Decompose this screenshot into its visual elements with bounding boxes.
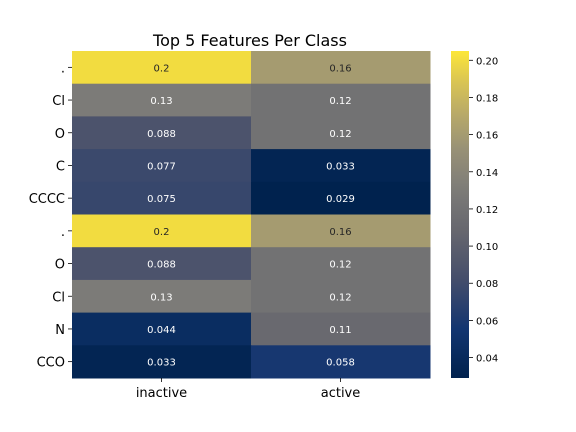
colorbar-tick-label: 0.06: [476, 316, 498, 327]
colorbar: 0.04 0.06 0.08 0.10 0.12 0.14 0.16 0.18 0.20: [451, 51, 498, 378]
heatmap-cell: [251, 345, 431, 379]
column-label: active: [321, 386, 361, 401]
cell-value-label: 0.033: [326, 161, 355, 172]
heatmap-cell: [251, 214, 431, 248]
row-label: C: [56, 159, 65, 174]
cell-value-label: 0.088: [147, 260, 176, 271]
row-label: O: [55, 258, 65, 273]
heatmap-cell: [251, 51, 431, 85]
cell-value-label: 0.033: [147, 358, 176, 369]
heatmap-cell: [72, 247, 252, 281]
colorbar-gradient: [451, 51, 469, 378]
cell-value-label: 0.16: [329, 227, 351, 238]
cell-value-label: 0.13: [150, 292, 172, 303]
cell-value-label: 0.2: [154, 227, 170, 238]
heatmap-cell: [251, 279, 431, 314]
cell-value-label: 0.2: [154, 63, 170, 74]
heatmap-cell: [72, 116, 252, 150]
heatmap-cells: 0.2 0.16 0.13 0.12 0.088 0.12 0.077 0.033 0.075 0…: [72, 51, 431, 379]
cell-value-label: 0.13: [150, 96, 172, 107]
cell-value-label: 0.058: [326, 358, 355, 369]
row-label: .: [61, 225, 65, 240]
heatmap-cell: [251, 149, 431, 183]
heatmap-cell: [72, 83, 252, 117]
cell-value-label: 0.044: [147, 325, 176, 336]
cell-value-label: 0.12: [329, 129, 351, 140]
chart-title: Top 5 Features Per Class: [152, 31, 347, 50]
colorbar-tick-label: 0.10: [476, 242, 498, 253]
row-label: CCO: [37, 356, 65, 371]
heatmap-cell: [72, 51, 252, 85]
column-label: inactive: [136, 386, 187, 401]
colorbar-tick-label: 0.04: [476, 354, 498, 365]
heatmap-cell: [72, 345, 252, 379]
row-label: Cl: [52, 94, 65, 109]
cell-value-label: 0.12: [329, 96, 351, 107]
cell-value-label: 0.16: [329, 63, 351, 74]
cell-value-label: 0.029: [326, 194, 355, 205]
column-labels: inactive active: [136, 378, 360, 401]
row-label: N: [55, 323, 65, 338]
heatmap-cell: [251, 247, 431, 281]
colorbar-tick-label: 0.20: [476, 56, 498, 67]
row-label: O: [55, 127, 65, 142]
cell-value-label: 0.088: [147, 129, 176, 140]
heatmap-cell: [251, 312, 431, 346]
cell-value-label: 0.11: [329, 325, 351, 336]
colorbar-tick-label: 0.12: [476, 205, 498, 216]
row-label: CCCC: [29, 192, 65, 207]
colorbar-tick-label: 0.14: [476, 168, 498, 179]
heatmap-cell: [72, 312, 252, 346]
row-label: Cl: [52, 290, 65, 305]
cell-value-label: 0.077: [147, 161, 176, 172]
colorbar-tick-label: 0.16: [476, 131, 498, 142]
heatmap-cell: [72, 279, 252, 314]
heatmap-cell: [72, 214, 252, 248]
colorbar-tick-label: 0.08: [476, 279, 498, 290]
heatmap-cell: [251, 181, 431, 215]
colorbar-tick-label: 0.18: [476, 93, 498, 104]
heatmap-cell: [72, 149, 252, 183]
heatmap-cell: [251, 116, 431, 150]
heatmap-cell: [72, 181, 252, 215]
heatmap-cell: [251, 83, 431, 117]
row-label: .: [61, 61, 65, 76]
cell-value-label: 0.075: [147, 194, 176, 205]
cell-value-label: 0.12: [329, 292, 351, 303]
cell-value-label: 0.12: [329, 260, 351, 271]
